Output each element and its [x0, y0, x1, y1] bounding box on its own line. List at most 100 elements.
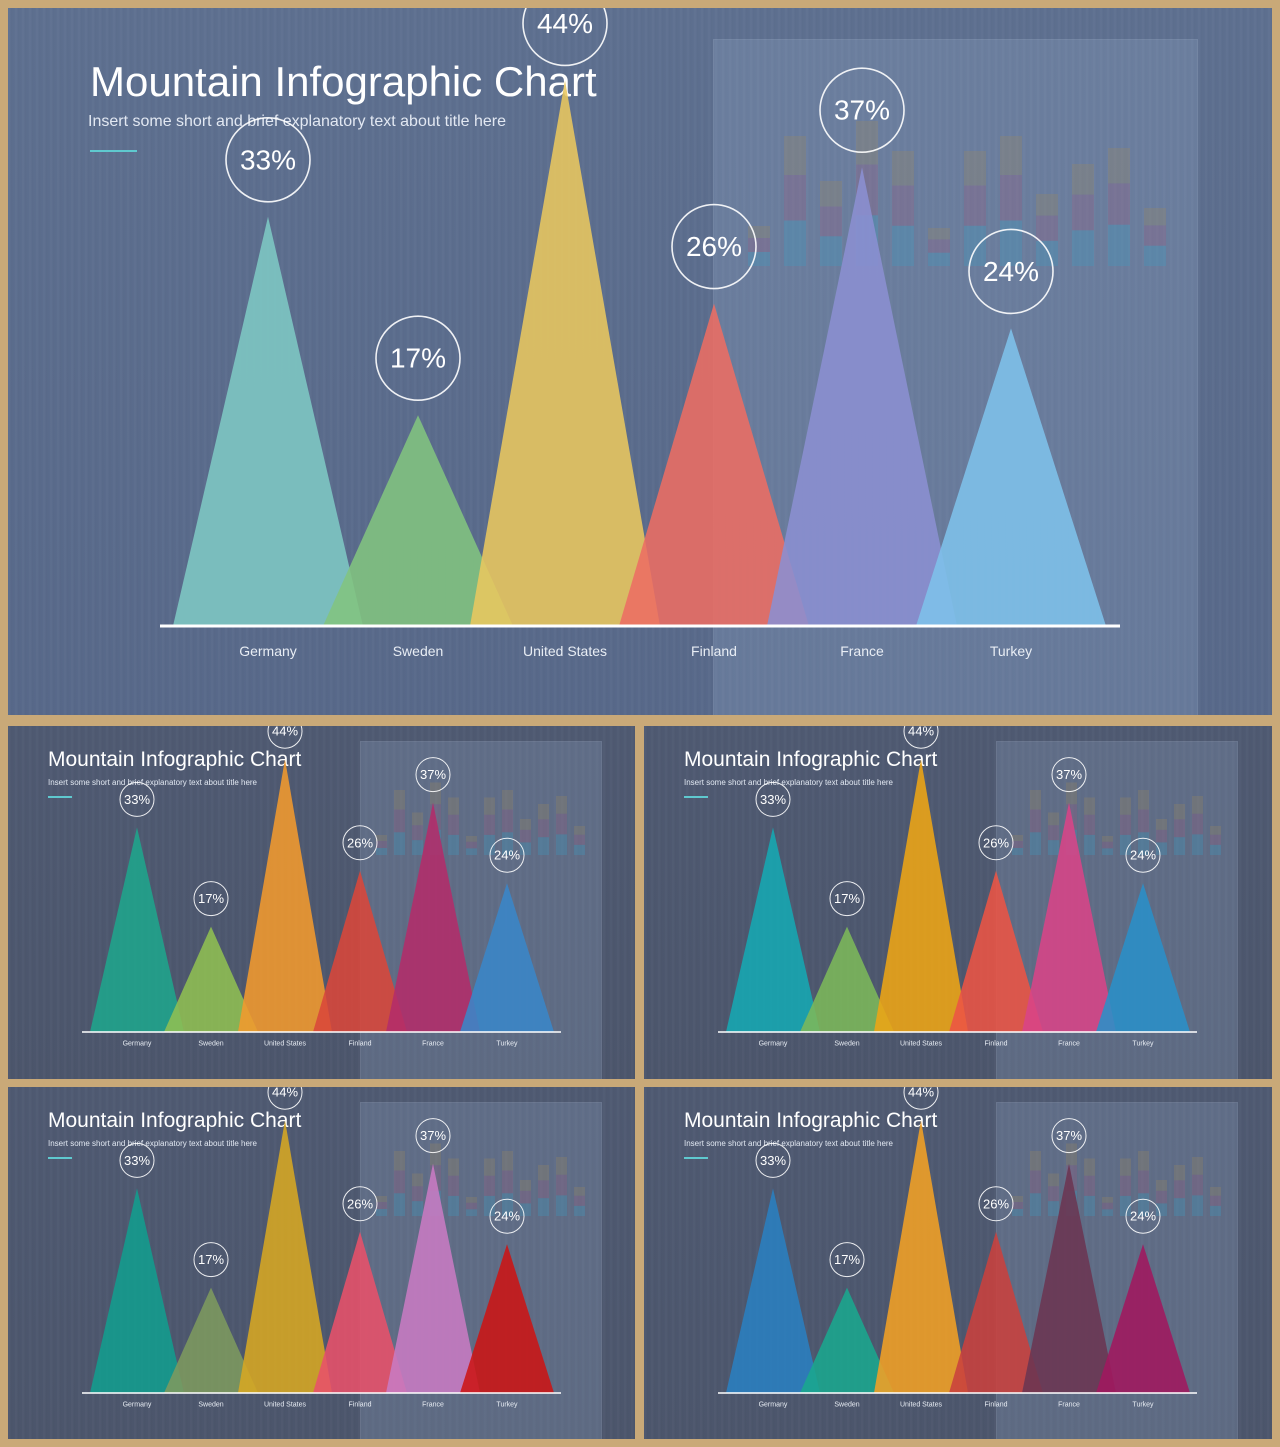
mountain-finland[interactable]: [949, 1231, 1043, 1393]
slide-subtitle: Insert some short and brief explanatory …: [684, 1139, 894, 1148]
mountain-finland[interactable]: [619, 303, 809, 626]
mountain-france[interactable]: [1022, 802, 1116, 1032]
value-label: 26%: [983, 835, 1009, 850]
value-bubble: [489, 837, 525, 873]
category-label: Turkey: [496, 1041, 518, 1048]
value-bubble: [829, 1242, 865, 1278]
mountain-finland[interactable]: [313, 870, 407, 1032]
mountain-finland[interactable]: [949, 870, 1043, 1032]
category-label: Sweden: [834, 1402, 859, 1409]
mountain-france[interactable]: [386, 802, 480, 1032]
category-label: Germany: [123, 1041, 152, 1048]
mountain-germany[interactable]: [90, 1188, 184, 1393]
value-label: 33%: [760, 792, 786, 807]
mountain-france[interactable]: [767, 167, 957, 626]
mountain-france[interactable]: [386, 1163, 480, 1393]
background-bars-decoration: [376, 1143, 585, 1216]
category-label: United States: [900, 1402, 943, 1409]
value-label: 17%: [834, 1252, 860, 1267]
value-label: 44%: [272, 726, 298, 739]
value-bubble: [978, 1186, 1014, 1222]
slide-subtitle: Insert some short and brief explanatory …: [48, 1139, 258, 1148]
mountain-turkey[interactable]: [460, 883, 554, 1032]
slide-1[interactable]: Mountain Infographic Chart Insert some sh…: [8, 8, 1272, 715]
value-label: 24%: [1130, 848, 1156, 863]
mountain-germany[interactable]: [173, 216, 363, 627]
value-label: 17%: [390, 343, 446, 374]
category-label: United States: [900, 1041, 943, 1048]
mountain-united-states[interactable]: [238, 759, 332, 1032]
value-bubble: [193, 881, 229, 917]
mountain-united-states[interactable]: [238, 1120, 332, 1393]
value-label: 44%: [908, 726, 934, 739]
mountain-sweden[interactable]: [323, 415, 513, 626]
mountain-united-states[interactable]: [470, 80, 660, 626]
mountain-chart: 33% Germany 17% Sweden 44% United States 26% Fi…: [82, 1087, 561, 1409]
mountain-united-states[interactable]: [874, 759, 968, 1032]
slide-subtitle: Insert some short and brief explanatory …: [684, 778, 894, 787]
slide-title: Mountain Infographic Chart: [48, 1109, 302, 1132]
value-bubble: [193, 1242, 229, 1278]
value-label: 37%: [1056, 767, 1082, 782]
category-label: Germany: [123, 1402, 152, 1409]
mountain-turkey[interactable]: [1096, 883, 1190, 1032]
category-label: Sweden: [834, 1041, 859, 1048]
value-label: 26%: [686, 231, 742, 262]
mountain-sweden[interactable]: [800, 1287, 894, 1393]
mountain-finland[interactable]: [313, 1231, 407, 1393]
value-bubble: [968, 228, 1054, 315]
value-label: 44%: [272, 1087, 298, 1100]
slide-4[interactable]: Mountain Infographic Chart Insert some sh…: [8, 1087, 635, 1439]
category-label: Sweden: [198, 1402, 223, 1409]
value-bubble: [375, 315, 461, 402]
mountain-sweden[interactable]: [164, 1287, 258, 1393]
mountain-sweden[interactable]: [800, 926, 894, 1032]
category-label: Finland: [349, 1402, 372, 1409]
mountain-germany[interactable]: [726, 1188, 820, 1393]
mountain-turkey[interactable]: [1096, 1244, 1190, 1393]
mountain-united-states[interactable]: [874, 1120, 968, 1393]
slide-title: Mountain Infographic Chart: [48, 748, 302, 771]
mountain-sweden[interactable]: [164, 926, 258, 1032]
value-bubble: [1125, 837, 1161, 873]
value-bubble: [819, 67, 905, 153]
value-label: 24%: [983, 256, 1039, 287]
slide-subtitle: Insert some short and brief explanatory …: [88, 113, 507, 130]
slide-2[interactable]: Mountain Infographic Chart Insert some sh…: [8, 726, 635, 1079]
slide-3[interactable]: Mountain Infographic Chart Insert some sh…: [644, 726, 1272, 1079]
value-label: 24%: [494, 848, 520, 863]
value-label: 33%: [760, 1153, 786, 1168]
slide-5[interactable]: Mountain Infographic Chart Insert some sh…: [644, 1087, 1272, 1439]
value-bubble: [1125, 1198, 1161, 1234]
mountain-turkey[interactable]: [916, 328, 1106, 626]
slide-title: Mountain Infographic Chart: [684, 1109, 938, 1132]
slide-title: Mountain Infographic Chart: [90, 58, 597, 105]
value-bubble: [903, 726, 939, 749]
mountain-france[interactable]: [1022, 1163, 1116, 1393]
value-bubble: [267, 1087, 303, 1110]
category-label: France: [422, 1041, 444, 1048]
category-label: Finland: [985, 1041, 1008, 1048]
value-label: 26%: [347, 1196, 373, 1211]
value-bubble: [755, 1142, 791, 1178]
value-label: 24%: [1130, 1209, 1156, 1224]
value-bubble: [903, 1087, 939, 1110]
value-label: 33%: [240, 144, 296, 175]
slide-subtitle: Insert some short and brief explanatory …: [48, 778, 258, 787]
mountain-germany[interactable]: [726, 827, 820, 1032]
title-accent-line: [684, 1157, 708, 1159]
value-label: 26%: [983, 1196, 1009, 1211]
value-bubble: [829, 881, 865, 917]
title-accent-line: [48, 796, 72, 798]
mountain-turkey[interactable]: [460, 1244, 554, 1393]
mountain-germany[interactable]: [90, 827, 184, 1032]
category-label: Sweden: [198, 1041, 223, 1048]
value-bubble: [267, 726, 303, 749]
category-label: Turkey: [1132, 1041, 1154, 1048]
category-label: Turkey: [990, 643, 1032, 659]
value-bubble: [342, 825, 378, 861]
value-bubble: [119, 1142, 155, 1178]
value-bubble: [119, 781, 155, 817]
category-label: France: [1058, 1041, 1080, 1048]
value-label: 33%: [124, 792, 150, 807]
